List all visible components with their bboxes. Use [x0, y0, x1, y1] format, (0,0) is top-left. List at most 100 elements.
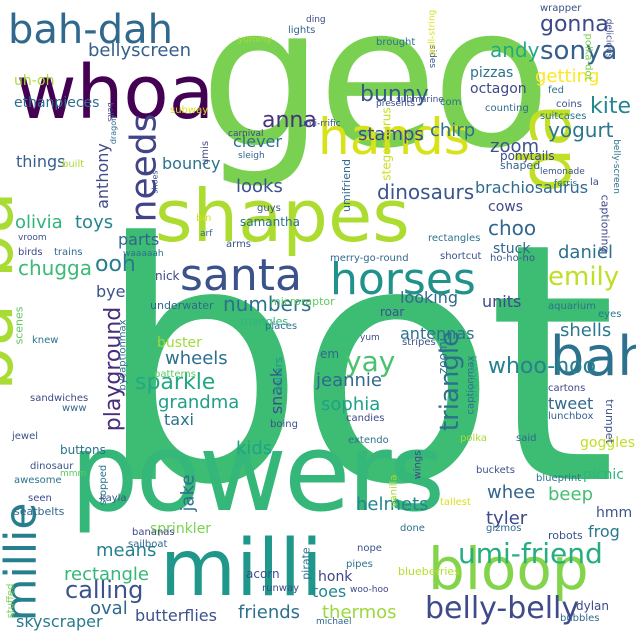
- word-aquarium: aquarium: [548, 301, 596, 312]
- word-thermos: thermos: [322, 602, 397, 623]
- word-birds: birds: [18, 247, 43, 258]
- word-www: www: [62, 403, 87, 414]
- word-goggles: goggles: [580, 435, 636, 451]
- word-blueberries: blueberries: [398, 565, 460, 578]
- word-samantha: samantha: [240, 215, 300, 229]
- word-brachiosaurus: brachiosaurus: [475, 178, 589, 197]
- word-microraptor: microraptor: [270, 295, 335, 308]
- word-cartons: cartons: [548, 383, 586, 394]
- word-skyscraper: skyscraper: [16, 612, 103, 631]
- word-merry-go-round: merry-go-round: [330, 253, 409, 264]
- word-shoes: shoes: [150, 170, 160, 194]
- word-counting: counting: [485, 103, 529, 114]
- word-acorn: acorn: [246, 567, 280, 581]
- word-yummy: yummy: [238, 35, 272, 45]
- word-numbers: numbers: [223, 292, 312, 316]
- word-blueprint: blueprint: [536, 473, 582, 484]
- word-presents: presents: [376, 99, 415, 109]
- word-chugga: chugga: [18, 256, 92, 280]
- word-frog: frog: [588, 522, 620, 541]
- word-geo: geo: [200, 0, 551, 191]
- word-boing: boing: [270, 419, 298, 430]
- word-rectangle: rectangle: [64, 564, 149, 585]
- word-octagon: octagon: [470, 81, 527, 97]
- word-triangles: triangles: [240, 315, 289, 328]
- word-sprinkler: sprinkler: [150, 521, 212, 537]
- word-shaped: shaped: [500, 159, 541, 172]
- word-taxi: taxi: [164, 410, 194, 429]
- word-umis: umis: [200, 140, 212, 166]
- word-ferris: ferris: [554, 179, 578, 189]
- word-vanilla: vanilla: [388, 474, 400, 508]
- word-wheels: wheels: [165, 348, 228, 369]
- word-michael: michael: [316, 617, 352, 627]
- word-brought: brought: [376, 37, 416, 48]
- word-ethanpieces: ethanpieces: [14, 95, 100, 111]
- word-lights: lights: [288, 25, 316, 36]
- word-pizzas: pizzas: [470, 65, 514, 81]
- word-olivia: olivia: [15, 212, 63, 233]
- word-sparkle: sparkle: [135, 370, 216, 395]
- word-shells: shells: [560, 320, 612, 341]
- word-yogurt: yogurt: [548, 118, 614, 142]
- word-captionmax: captionmax: [465, 355, 477, 415]
- word-guys: guys: [257, 203, 281, 214]
- word-santa: santa: [180, 250, 302, 301]
- word-dinosaurs: dinosaurs: [377, 180, 475, 204]
- word-roar: roar: [380, 305, 405, 319]
- word-looking: looking: [400, 288, 459, 307]
- word-tyler: tyler: [486, 508, 528, 529]
- word-bah: bah: [550, 325, 636, 388]
- word-woo-hoo: woo-hoo: [350, 585, 389, 595]
- word-places: places: [265, 321, 298, 332]
- word-shapes: shapes: [155, 174, 410, 258]
- word-trumpet: trumpet: [602, 399, 616, 444]
- word-rectangles: rectangles: [428, 233, 481, 244]
- word-built: built: [62, 159, 85, 170]
- word-parts: parts: [118, 230, 160, 249]
- word-vroom: vroom: [18, 233, 47, 243]
- word-umi-friend: umi-friend: [458, 537, 603, 570]
- word-sophia: sophia: [321, 394, 381, 415]
- word-whoa: whoa: [16, 50, 215, 136]
- word-bellyscreen: bellyscreen: [88, 40, 191, 61]
- word-sleigh: sleigh: [238, 151, 265, 161]
- word-extendo: extendo: [348, 435, 389, 446]
- word-bycaptionmax: bycaptionmax: [117, 319, 129, 391]
- word-friends: friends: [238, 602, 301, 623]
- word-robots: robots: [548, 529, 583, 542]
- word-anna: anna: [262, 108, 317, 133]
- word-bloop: bloop: [428, 535, 589, 603]
- word-arms: arms: [226, 239, 252, 250]
- word-patterns: patterns: [154, 369, 196, 380]
- word-cows: cows: [488, 199, 524, 215]
- word-milli: milli: [160, 524, 323, 614]
- word-yum: yum: [360, 333, 380, 343]
- word-stamps: stamps: [358, 124, 424, 145]
- word-delicious: delicious: [603, 18, 614, 59]
- word-choo: choo: [488, 216, 537, 240]
- word-underwater: underwater: [150, 299, 214, 312]
- word-nope: nope: [357, 543, 382, 554]
- word-coins: coins: [556, 99, 582, 110]
- word-units: units: [482, 292, 522, 311]
- word-seatbelts: seatbelts: [14, 505, 65, 518]
- word-whee: whee: [487, 482, 536, 503]
- word-knew: knew: [32, 335, 59, 346]
- word-hmm: hmm: [596, 505, 633, 521]
- word-candies: candies: [346, 413, 385, 424]
- word-ponytails: ponytails: [500, 149, 555, 163]
- word-powers: powers: [70, 411, 445, 536]
- word-done: done: [400, 523, 425, 534]
- word-stopped: stopped: [98, 464, 110, 506]
- word-em: em: [320, 347, 340, 361]
- word-needs: needs: [123, 113, 165, 223]
- word-wings: wings: [412, 450, 424, 480]
- word-eyes: eyes: [598, 309, 622, 320]
- word-tweet: tweet: [548, 394, 594, 413]
- word-jake: jake: [177, 474, 199, 512]
- word-tallest: tallest: [440, 497, 471, 508]
- word-runway: runway: [262, 583, 300, 594]
- word-buttons: buttons: [60, 443, 106, 457]
